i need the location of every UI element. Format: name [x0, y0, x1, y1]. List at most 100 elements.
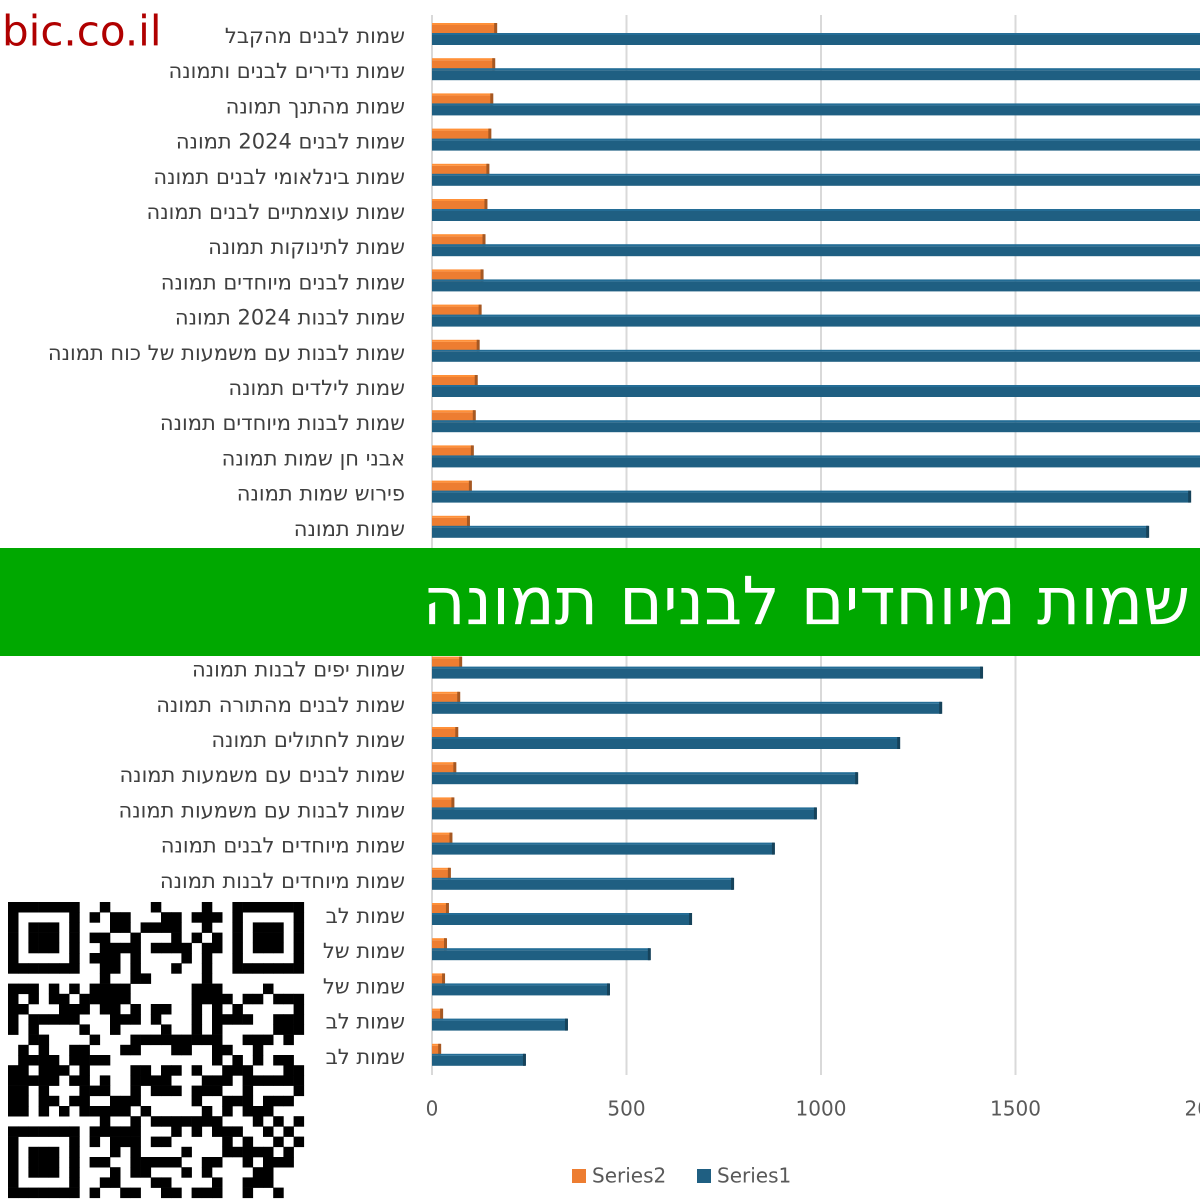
- y-tick-label: שמות לבנים מיוחדים תמונה: [161, 270, 405, 294]
- bar-top: [432, 138, 1200, 141]
- qr-module: [252, 1146, 264, 1158]
- qr-module: [181, 1146, 192, 1158]
- qr-module: [242, 902, 254, 913]
- y-tick-label: שמות מיוחדים לבנים תמונה: [161, 834, 405, 858]
- qr-module: [263, 1095, 274, 1107]
- y-tick-label: שמות לבנות עם משמעות של כוח תמונה: [48, 341, 405, 365]
- bar: [432, 314, 1200, 327]
- qr-module: [242, 1177, 254, 1188]
- qr-module: [48, 942, 60, 954]
- bar: [432, 33, 1200, 45]
- qr-module: [191, 912, 203, 923]
- qr-module: [222, 1014, 233, 1025]
- qr-module: [273, 993, 284, 1005]
- qr-module: [161, 922, 172, 933]
- qr-module: [191, 1126, 203, 1137]
- qr-module: [130, 1034, 141, 1046]
- qr-module: [28, 1024, 39, 1035]
- qr-module: [140, 1167, 152, 1178]
- qr-module: [242, 993, 254, 1005]
- y-tick-label: שמות לב: [326, 1010, 405, 1034]
- bar-end: [564, 1018, 568, 1031]
- qr-module: [293, 1024, 305, 1035]
- qr-module: [181, 1116, 192, 1127]
- bar-face: [432, 1055, 525, 1066]
- bar: [432, 762, 457, 775]
- qr-module: [110, 1106, 121, 1117]
- qr-module: [28, 922, 39, 933]
- bar-end: [476, 339, 480, 352]
- qr-module: [69, 1126, 80, 1137]
- qr-module: [283, 1024, 294, 1035]
- qr-module: [161, 1116, 172, 1127]
- bar-face: [432, 492, 1191, 503]
- qr-module: [28, 1126, 39, 1137]
- bar-top: [432, 349, 1200, 352]
- qr-module: [110, 1136, 121, 1148]
- bar-face: [432, 703, 942, 714]
- qr-module: [171, 1187, 182, 1199]
- bar-top: [432, 420, 1200, 423]
- bar-top: [432, 807, 816, 810]
- qr-module: [28, 1187, 39, 1199]
- qr-module: [38, 1075, 50, 1086]
- qr-module: [99, 983, 111, 995]
- qr-module: [8, 1157, 19, 1168]
- qr-module: [232, 1055, 243, 1066]
- qr-module: [110, 1146, 121, 1158]
- qr-module: [18, 1085, 29, 1097]
- bar-top: [432, 269, 483, 272]
- qr-module: [130, 1167, 141, 1178]
- qr-module: [38, 1146, 50, 1158]
- qr-module: [8, 1167, 19, 1178]
- qr-module: [99, 932, 111, 944]
- qr-module: [38, 922, 50, 933]
- bar-top: [432, 973, 445, 976]
- qr-module: [293, 1136, 305, 1148]
- qr-module: [232, 1146, 243, 1158]
- bar-top: [432, 1043, 441, 1046]
- qr-module: [171, 1116, 182, 1127]
- grid: [431, 15, 1017, 1075]
- qr-module: [8, 963, 19, 974]
- qr-module: [28, 1055, 39, 1066]
- qr-module: [161, 1075, 172, 1086]
- qr-module: [79, 1044, 90, 1056]
- bar-top: [432, 33, 1200, 35]
- qr-module: [79, 1085, 90, 1097]
- qr-module: [212, 932, 223, 944]
- bar: [432, 1008, 444, 1021]
- qr-module: [191, 1095, 203, 1107]
- bar-top: [432, 737, 900, 739]
- qr-module: [8, 1075, 19, 1086]
- watermark: bic.co.il: [2, 7, 162, 56]
- qr-module: [59, 1004, 70, 1015]
- qr-module: [18, 1126, 29, 1137]
- qr-module: [38, 932, 50, 944]
- bar-end: [451, 797, 455, 810]
- qr-module: [89, 993, 101, 1005]
- bar-face: [432, 447, 473, 458]
- qr-module: [150, 942, 162, 954]
- bar-face: [432, 764, 456, 775]
- qr-module: [232, 922, 243, 933]
- qr-module: [181, 1044, 192, 1056]
- bar: [432, 938, 448, 951]
- bar-face: [432, 739, 900, 749]
- bar-top: [432, 772, 858, 775]
- qr-module: [201, 922, 213, 933]
- qr-module: [212, 1085, 223, 1097]
- qr-module: [293, 912, 305, 923]
- bar-top: [432, 385, 1200, 387]
- qr-module: [18, 902, 29, 913]
- bar-top: [432, 727, 458, 729]
- bar-end: [478, 304, 482, 317]
- y-tick-label: שמות של: [323, 974, 405, 998]
- qr-module: [120, 1106, 131, 1117]
- bar: [432, 903, 449, 915]
- qr-module: [110, 912, 121, 923]
- bar: [432, 727, 459, 739]
- bar-face: [432, 306, 481, 317]
- qr-module: [161, 1034, 172, 1046]
- qr-module: [263, 1106, 274, 1117]
